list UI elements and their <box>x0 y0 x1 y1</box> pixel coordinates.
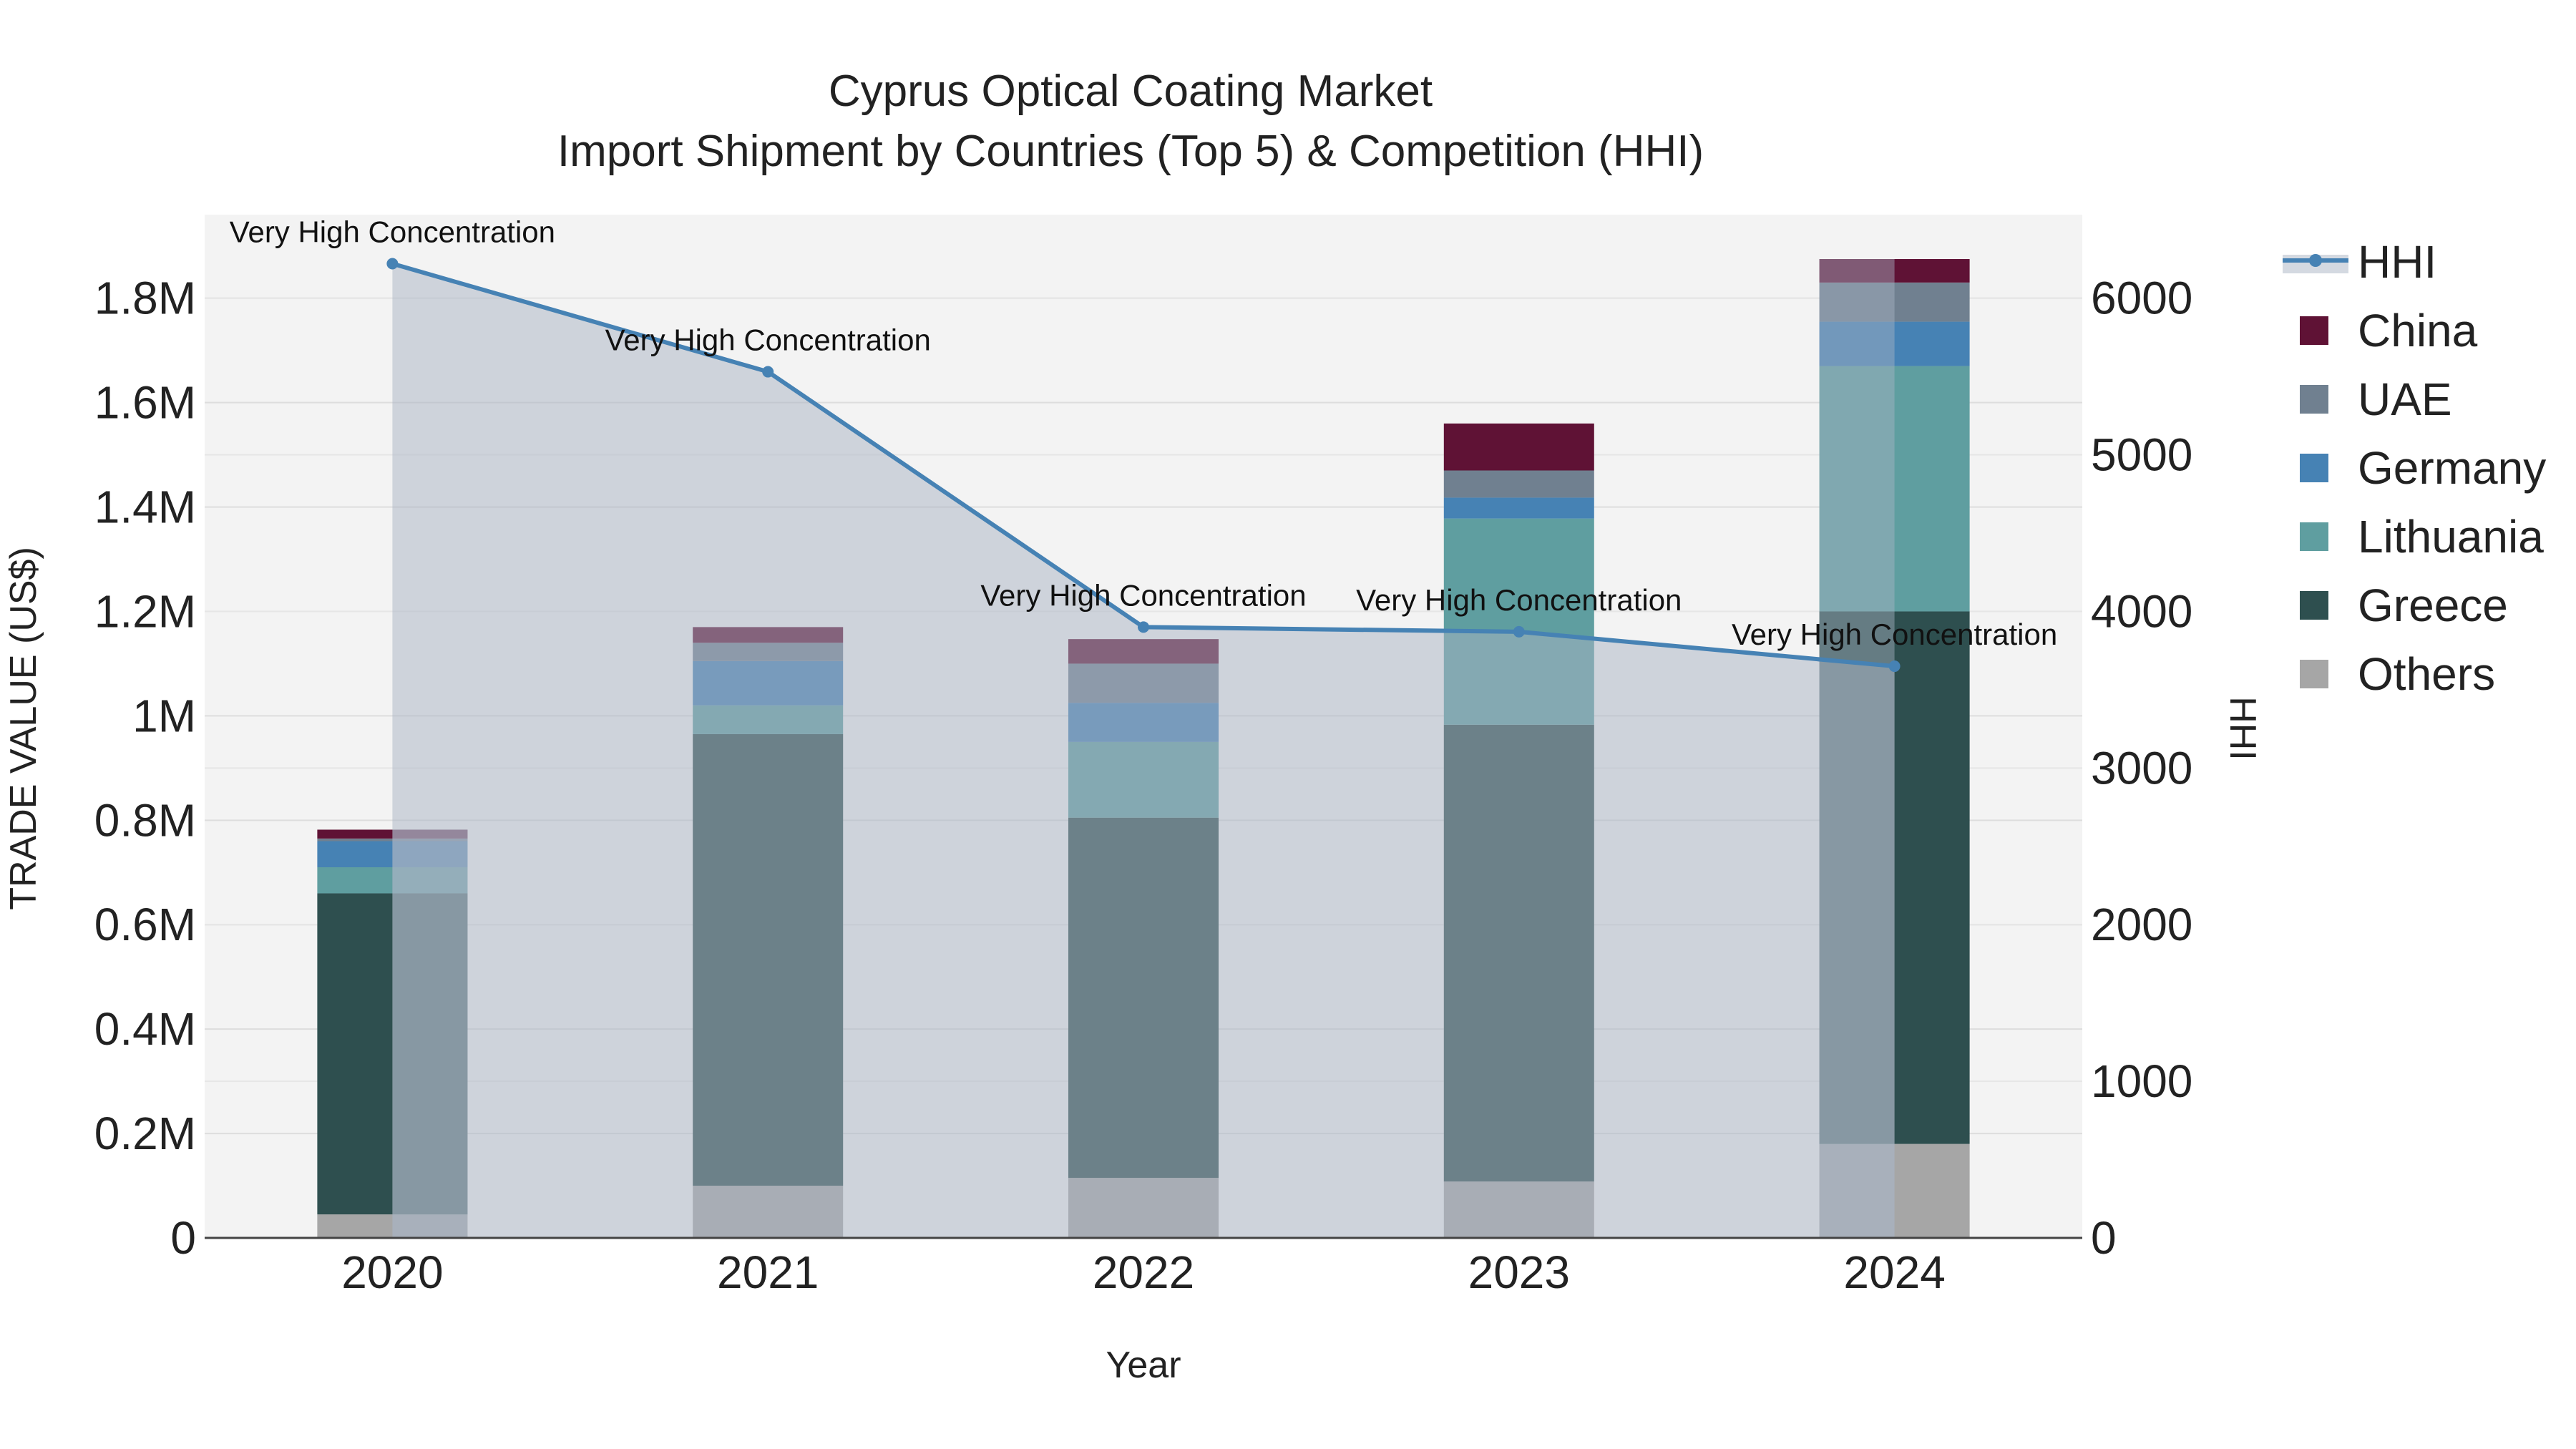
y2-tick-label: 3000 <box>2091 742 2192 794</box>
y-axis-title: TRADE VALUE (US$) <box>3 547 44 910</box>
hhi-annotation-2022: Very High Concentration <box>980 578 1306 612</box>
bar-uae-2024 <box>1819 282 1970 322</box>
hhi-point-2021 <box>762 366 774 378</box>
x-tick-label: 2024 <box>1843 1246 1945 1298</box>
legend-swatch-lithuania <box>2300 522 2328 551</box>
legend-swatch-uae <box>2300 385 2328 414</box>
hhi-area <box>392 263 1895 1238</box>
bar-overlay-lithuania-2020 <box>392 867 468 894</box>
y2-axis-ticks: 0 1000 2000 3000 4000 5000 6000 <box>2091 273 2192 1264</box>
hhi-point-2020 <box>386 258 399 270</box>
x-tick-label: 2020 <box>341 1246 443 1298</box>
legend-label-others: Others <box>2358 648 2495 700</box>
x-axis-title: Year <box>1106 1345 1181 1386</box>
hhi-point-2024 <box>1888 660 1901 673</box>
y-tick-label: 0.2M <box>94 1108 196 1159</box>
y-tick-label: 0.8M <box>94 794 196 846</box>
hhi-annotation-2020: Very High Concentration <box>230 215 555 249</box>
hhi-points <box>386 258 1901 673</box>
x-tick-label: 2022 <box>1093 1246 1194 1298</box>
bar-overlay-others-2020 <box>392 1214 468 1238</box>
y2-tick-label: 4000 <box>2091 585 2192 637</box>
legend-label-greece: Greece <box>2358 580 2508 631</box>
legend-label-uae: UAE <box>2358 374 2452 425</box>
legend-label-china: China <box>2358 305 2478 356</box>
bar-overlay-greece-2024 <box>1819 611 1895 1144</box>
bar-overlay-lithuania-2024 <box>1819 366 1895 612</box>
hhi-point-2023 <box>1513 625 1525 638</box>
legend-label-lithuania: Lithuania <box>2358 511 2544 562</box>
hhi-annotations: Very High Concentration Very High Concent… <box>230 215 2057 652</box>
bar-uae-2023 <box>1443 470 1594 498</box>
legend-swatch-greece <box>2300 591 2328 620</box>
x-axis-ticks: 2020 2021 2022 2023 2024 <box>341 1246 1946 1298</box>
y2-tick-label: 1000 <box>2091 1055 2192 1107</box>
y-tick-label: 1.2M <box>94 585 196 637</box>
legend-label-germany: Germany <box>2358 442 2546 494</box>
bar-germany-2024 <box>1819 321 1970 366</box>
bar-overlay-germany-2024 <box>1819 321 1895 366</box>
overlay-bars-group <box>392 259 1895 1238</box>
bar-overlay-others-2024 <box>1819 1143 1895 1238</box>
bar-overlay-uae-2024 <box>1819 282 1895 322</box>
legend-swatch-germany <box>2300 454 2328 482</box>
y-tick-label: 0 <box>170 1212 196 1264</box>
x-tick-label: 2021 <box>717 1246 819 1298</box>
bar-overlay-china-2020 <box>392 829 468 839</box>
bar-overlay-greece-2020 <box>392 893 468 1215</box>
bar-china-2024 <box>1819 259 1970 283</box>
y-tick-label: 1.4M <box>94 482 196 533</box>
y2-tick-label: 6000 <box>2091 273 2192 324</box>
hhi-annotation-2024: Very High Concentration <box>1732 618 2057 651</box>
y2-axis-title: HHI <box>2222 696 2263 761</box>
y-tick-label: 0.4M <box>94 1003 196 1055</box>
y2-tick-label: 2000 <box>2091 899 2192 950</box>
bar-lithuania-2024 <box>1819 366 1970 612</box>
bar-overlay-china-2024 <box>1819 259 1895 283</box>
legend-swatch-others <box>2300 660 2328 688</box>
bar-china-2023 <box>1443 423 1594 471</box>
x-tick-label: 2023 <box>1468 1246 1570 1298</box>
y-tick-label: 1.8M <box>94 273 196 324</box>
y-axis-ticks: 0 0.2M 0.4M 0.6M 0.8M 1M 1.2M 1.4M 1.6M 1.8M <box>94 273 196 1264</box>
y-tick-label: 0.6M <box>94 899 196 950</box>
hhi-annotation-2021: Very High Concentration <box>605 323 931 357</box>
legend-swatch-hhi-point <box>2309 254 2322 267</box>
legend-swatch-china <box>2300 316 2328 345</box>
legend-label-hhi: HHI <box>2358 236 2436 288</box>
bar-overlay-germany-2020 <box>392 841 468 867</box>
bar-germany-2023 <box>1443 497 1594 519</box>
legend: HHI China UAE Germany Lithuania Greece Others <box>2283 236 2546 700</box>
hhi-point-2022 <box>1138 621 1149 633</box>
y2-tick-label: 5000 <box>2091 429 2192 481</box>
bar-overlay-uae-2020 <box>392 838 468 841</box>
chart-subtitle: Import Shipment by Countries (Top 5) & C… <box>557 127 1704 176</box>
y-tick-label: 1.6M <box>94 377 196 429</box>
y-tick-label: 1M <box>132 690 196 741</box>
hhi-annotation-2023: Very High Concentration <box>1356 583 1682 617</box>
y2-tick-label: 0 <box>2091 1212 2117 1264</box>
chart-title: Cyprus Optical Coating Market <box>829 67 1433 116</box>
